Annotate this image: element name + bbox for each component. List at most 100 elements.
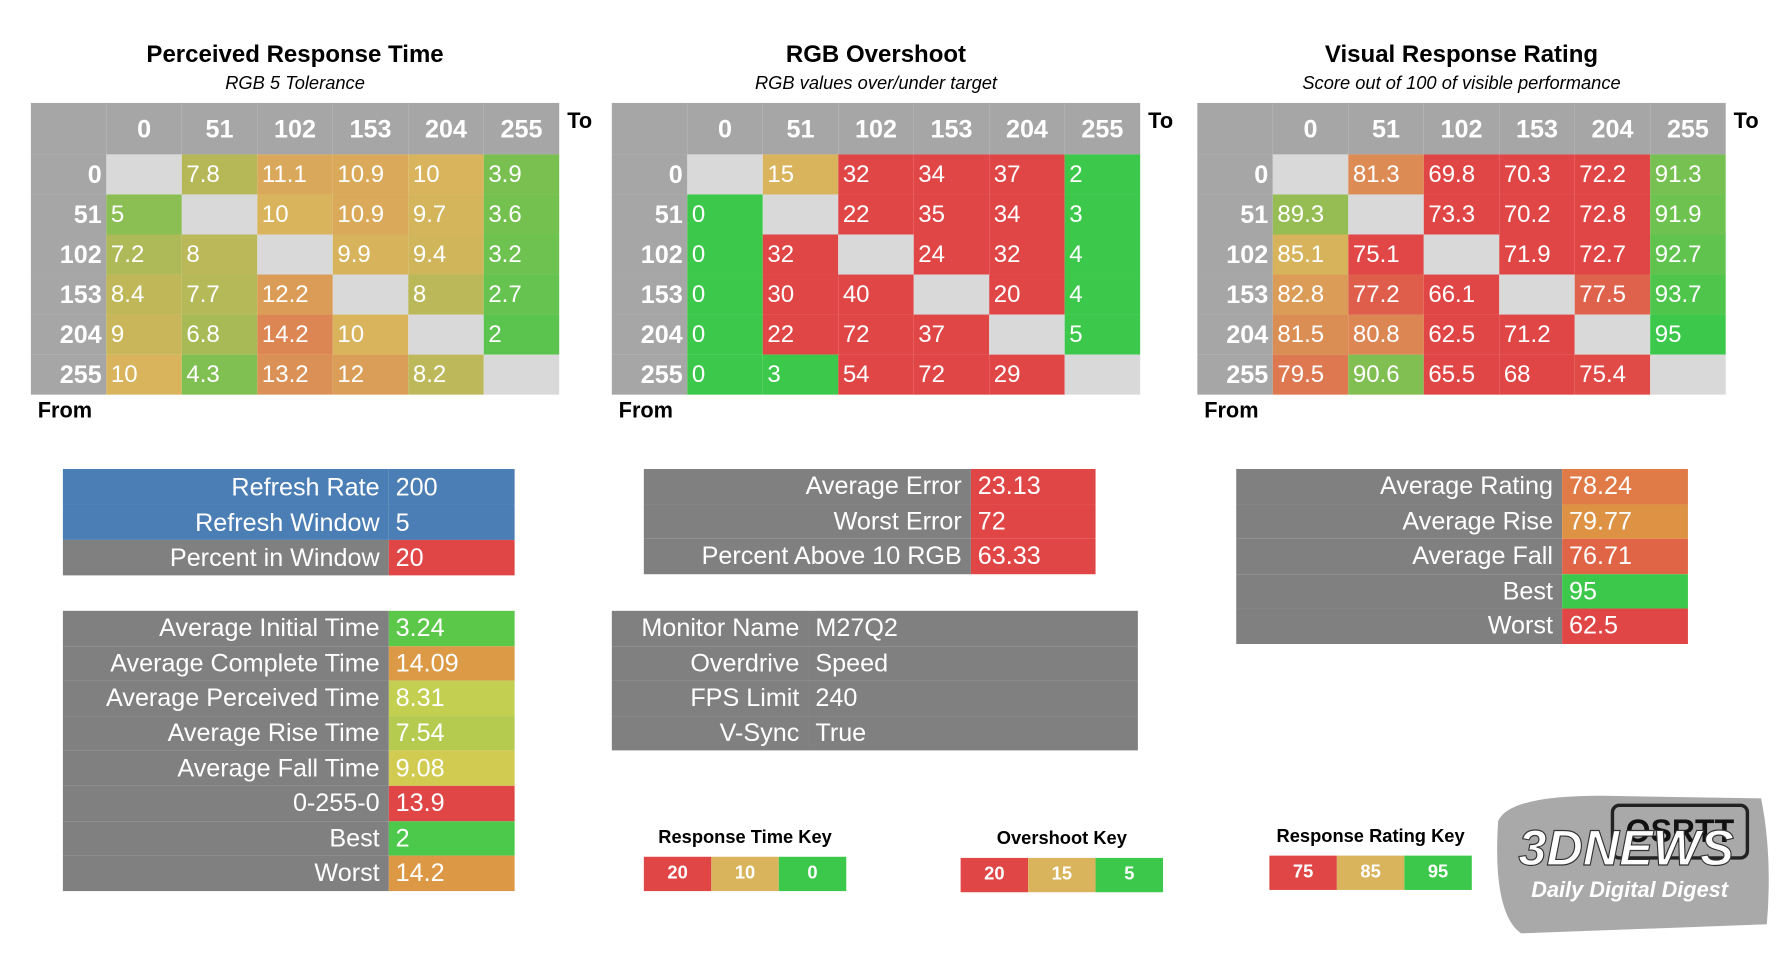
summary-label: Average Rating: [1236, 468, 1563, 504]
heat-cell: 32: [762, 234, 839, 275]
heat-cell: 24: [913, 234, 990, 275]
heat-cell: 37: [913, 314, 990, 355]
row-header: 102: [30, 234, 107, 275]
to-label: To: [1733, 109, 1759, 134]
heat-cell: 30: [762, 274, 839, 315]
heat-cell: 68: [1499, 354, 1575, 395]
summary-label: Overdrive: [611, 645, 809, 681]
heat-cell: 11.1: [257, 154, 333, 195]
row-header: 51: [30, 194, 107, 235]
corner-cell: [30, 102, 107, 155]
heat-cell: 2: [1064, 154, 1141, 195]
row-header: 255: [611, 354, 688, 395]
row-header: 0: [1197, 154, 1273, 195]
summary-label: Average Fall Time: [62, 750, 389, 786]
heat-cell: 12: [332, 354, 409, 395]
empty-cell: [1499, 274, 1575, 315]
summary-value: 5: [388, 504, 515, 540]
heat-cell: 9.7: [408, 194, 484, 235]
summary-value: 72: [970, 503, 1096, 539]
key-cell: 10: [711, 856, 779, 892]
matrix-title: Visual Response Rating: [1324, 41, 1599, 68]
heat-cell: 2.7: [483, 274, 560, 315]
heat-cell: 9: [106, 314, 182, 355]
heat-cell: 0: [687, 194, 763, 235]
empty-cell: [913, 274, 990, 315]
key-cell: 0: [778, 856, 847, 892]
heat-cell: 10.9: [332, 154, 409, 195]
key-title: Response Rating Key: [1276, 827, 1465, 847]
heat-cell: 77.5: [1574, 274, 1651, 315]
heat-cell: 10: [408, 154, 484, 195]
heat-cell: 8: [408, 274, 484, 315]
heat-cell: 79.5: [1272, 354, 1349, 395]
column-header: 51: [181, 102, 258, 155]
heat-cell: 10: [106, 354, 182, 395]
summary-label: Refresh Rate: [62, 468, 389, 505]
summary-value: 13.9: [388, 785, 515, 821]
heat-cell: 73.3: [1423, 194, 1500, 235]
heat-cell: 72: [913, 354, 990, 395]
heat-cell: 32: [989, 234, 1065, 275]
matrix-subtitle: RGB 5 Tolerance: [225, 74, 365, 94]
empty-cell: [408, 314, 484, 355]
row-header: 153: [1197, 274, 1273, 315]
heat-cell: 12.2: [257, 274, 333, 315]
summary-value: 14.2: [388, 855, 515, 891]
column-header: 255: [483, 102, 560, 155]
summary-value: 2: [388, 820, 515, 856]
heat-cell: 35: [913, 194, 990, 235]
column-header: 255: [1650, 102, 1726, 155]
corner-cell: [611, 102, 688, 155]
summary-label: Average Fall: [1236, 538, 1563, 574]
summary-value: 240: [808, 680, 1138, 716]
heat-cell: 69.8: [1423, 154, 1500, 195]
summary-label: FPS Limit: [611, 680, 809, 716]
row-header: 255: [30, 354, 107, 395]
summary-value: 76.71: [1562, 538, 1688, 574]
column-header: 0: [1272, 102, 1349, 155]
heat-cell: 0: [687, 354, 763, 395]
overlay-frame: [1610, 803, 1750, 860]
heat-cell: 92.7: [1650, 234, 1726, 275]
key-title: Response Time Key: [658, 828, 832, 848]
summary-label: Monitor Name: [611, 610, 809, 646]
heat-cell: 10.9: [332, 194, 409, 235]
heat-cell: 3.6: [483, 194, 560, 235]
column-header: 0: [687, 102, 763, 155]
summary-value: 79.77: [1562, 503, 1688, 539]
heat-cell: 66.1: [1423, 274, 1500, 315]
heat-cell: 5: [1064, 314, 1141, 355]
heat-cell: 3.9: [483, 154, 560, 195]
heat-cell: 8.4: [106, 274, 182, 315]
heat-cell: 72.8: [1574, 194, 1651, 235]
heat-cell: 72.2: [1574, 154, 1651, 195]
row-header: 51: [611, 194, 688, 235]
column-header: 51: [1348, 102, 1424, 155]
empty-cell: [257, 234, 333, 275]
heat-cell: 95: [1650, 314, 1726, 355]
empty-cell: [838, 234, 914, 275]
summary-value: 200: [388, 468, 515, 505]
empty-cell: [1272, 154, 1349, 195]
matrix-title: Perceived Response Time: [146, 41, 444, 68]
watermark-brush: [1497, 795, 1769, 934]
summary-value: 3.24: [388, 610, 515, 646]
heat-cell: 3: [1064, 194, 1141, 235]
empty-cell: [1423, 234, 1500, 275]
heat-cell: 8.2: [408, 354, 484, 395]
row-header: 153: [30, 274, 107, 315]
from-label: From: [618, 399, 674, 424]
column-header: 153: [913, 102, 990, 155]
heat-cell: 22: [838, 194, 914, 235]
heat-cell: 15: [762, 154, 839, 195]
heat-cell: 75.1: [1348, 234, 1424, 275]
heat-cell: 71.9: [1499, 234, 1575, 275]
row-header: 153: [611, 274, 688, 315]
heat-cell: 5: [106, 194, 182, 235]
heat-cell: 65.5: [1423, 354, 1500, 395]
watermark: OSRTT 3DNEWS Daily Digital Digest: [1497, 795, 1769, 934]
matrix-subtitle: Score out of 100 of visible performance: [1302, 74, 1621, 94]
summary-label: Average Complete Time: [62, 645, 389, 681]
summary-label: Refresh Window: [62, 504, 389, 540]
